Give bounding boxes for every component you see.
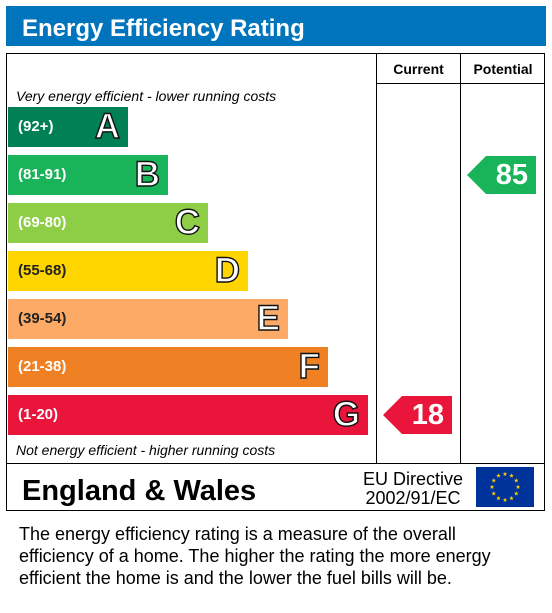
band-range-label: (69-80) [18, 214, 67, 231]
band-range-label: (1-20) [18, 406, 59, 423]
efficient-note: Very energy efficient - lower running co… [16, 88, 277, 104]
band-f: (21-38) F [8, 347, 328, 387]
flag-star-icon [489, 484, 495, 489]
flag-star-icon [491, 491, 497, 496]
directive-line-2: 2002/91/EC [365, 488, 461, 508]
flag-star-icon [502, 497, 508, 502]
flag-star-icon [491, 478, 497, 483]
band-g: (1-20) G [8, 395, 368, 435]
band-d: (55-68) D [8, 251, 248, 291]
potential-rating-value: 85 [495, 159, 528, 191]
rating-description: The energy efficiency rating is a measur… [19, 523, 539, 589]
header-bar: Energy Efficiency Rating [6, 6, 546, 46]
band-c: (69-80) C [8, 203, 208, 243]
flag-star-icon [513, 491, 519, 496]
band-e: (39-54) E [8, 299, 288, 339]
band-range-label: (92+) [18, 118, 54, 135]
description-line: The energy efficiency rating is a measur… [19, 524, 456, 544]
current-column-header: Current [393, 61, 444, 77]
flag-star-icon [502, 471, 508, 476]
potential-column-divider [460, 53, 461, 464]
inefficient-note: Not energy efficient - higher running co… [16, 442, 276, 458]
eu-flag-icon [476, 467, 534, 507]
footer-divider [6, 463, 545, 464]
band-letter: C [174, 203, 201, 242]
flag-star-icon [515, 484, 521, 489]
band-b: (81-91) B [8, 155, 168, 195]
band-range-label: (39-54) [18, 310, 67, 327]
band-range-label: (21-38) [18, 358, 67, 375]
description-line: efficiency of a home. The higher the rat… [19, 546, 491, 566]
potential-column-header: Potential [473, 61, 533, 77]
rating-table [6, 53, 545, 511]
band-letter: D [214, 251, 241, 290]
flag-star-icon [496, 473, 501, 478]
current-rating-value: 18 [411, 399, 444, 431]
flag-star-icon [496, 495, 501, 501]
chart-title: Energy Efficiency Rating [22, 15, 305, 42]
band-letter: G [332, 395, 361, 434]
potential-rating-arrow: 85 [467, 156, 536, 194]
band-range-label: (55-68) [18, 262, 67, 279]
band-letter: A [94, 107, 121, 146]
band-a: (92+) A [8, 107, 128, 147]
current-rating-arrow: 18 [383, 396, 452, 434]
flag-star-icon [509, 473, 514, 478]
current-column-divider [376, 53, 377, 464]
directive-line-1: EU Directive [362, 469, 464, 489]
band-letter: B [134, 155, 161, 194]
band-letter: E [256, 299, 281, 338]
flag-star-icon [513, 478, 519, 483]
region-label: England & Wales [22, 475, 257, 507]
band-range-label: (81-91) [18, 166, 67, 183]
flag-star-icon [509, 495, 514, 501]
band-letter: F [298, 347, 321, 386]
description-line: efficient the home is and the lower the … [19, 568, 452, 588]
